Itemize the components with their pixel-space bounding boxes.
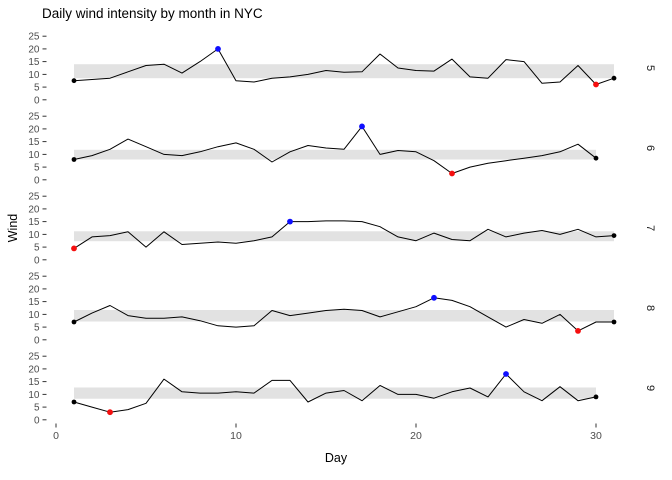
y-tick-label: 20 — [28, 44, 40, 55]
y-tick-label: 0 — [34, 415, 40, 426]
y-tick-label: 0 — [34, 335, 40, 346]
y-tick-label: 25 — [28, 272, 40, 283]
reference-band-month-7 — [74, 231, 614, 242]
y-tick-label: 10 — [28, 70, 40, 81]
y-tick-label: 5 — [34, 403, 40, 414]
y-tick-label: 20 — [28, 204, 40, 215]
facet-strip-label-month-7: 7 — [644, 225, 656, 231]
wind-line-month-5 — [73, 48, 615, 85]
y-tick-label: 15 — [28, 297, 40, 308]
y-tick-label: 25 — [28, 112, 40, 123]
endpoint-dot-month-8 — [611, 319, 617, 325]
y-tick-label: 20 — [28, 124, 40, 135]
max-point-month-6 — [359, 123, 365, 130]
y-tick-label: 0 — [34, 255, 40, 266]
max-point-month-5 — [215, 46, 221, 52]
endpoint-dot-month-8 — [71, 319, 77, 325]
wind-line-month-7 — [73, 220, 615, 249]
endpoint-dot-month-9 — [71, 399, 77, 405]
facet-strip-label-month-9: 9 — [644, 385, 656, 391]
y-tick-label: 5 — [34, 83, 40, 94]
y-tick-label: 10 — [28, 150, 40, 161]
x-tick-label: 20 — [410, 430, 422, 442]
x-axis-title: Day — [324, 451, 348, 465]
y-tick-label: 15 — [28, 377, 40, 388]
endpoint-dot-month-6 — [71, 157, 77, 162]
max-point-month-9 — [503, 371, 509, 377]
reference-band-month-8 — [74, 310, 614, 322]
y-tick-label: 15 — [28, 57, 40, 68]
endpoint-dot-month-5 — [611, 75, 617, 81]
reference-band-month-5 — [74, 64, 614, 79]
plot-title: Daily wind intensity by month in NYC — [42, 6, 263, 21]
x-tick-label: 10 — [230, 430, 242, 442]
y-tick-label: 5 — [34, 243, 40, 254]
y-tick-label: 20 — [28, 364, 40, 375]
x-tick-label: 0 — [53, 430, 59, 442]
min-point-month-7 — [71, 245, 77, 252]
y-tick-label: 15 — [28, 217, 40, 228]
y-tick-label: 0 — [34, 95, 40, 106]
y-tick-label: 25 — [28, 32, 40, 43]
min-point-month-9 — [107, 409, 113, 416]
endpoint-dot-month-6 — [593, 155, 599, 161]
endpoint-dot-month-7 — [611, 233, 617, 239]
wind-line-month-8 — [73, 297, 614, 332]
facet-strip-label-month-8: 8 — [644, 305, 656, 311]
min-point-month-6 — [449, 170, 455, 177]
y-axis-title: Wind — [6, 213, 20, 243]
facet-strip-label-month-6: 6 — [644, 145, 656, 151]
y-tick-label: 25 — [28, 192, 40, 203]
y-tick-label: 25 — [28, 352, 40, 363]
y-tick-label: 10 — [28, 230, 40, 241]
min-point-month-8 — [575, 328, 581, 334]
endpoint-dot-month-5 — [71, 78, 77, 84]
wind-line-month-9 — [73, 373, 597, 413]
y-tick-label: 5 — [34, 163, 40, 174]
y-tick-label: 20 — [28, 284, 40, 295]
max-point-month-7 — [287, 218, 293, 225]
wind-line-month-6 — [73, 125, 597, 174]
y-tick-label: 10 — [28, 310, 40, 321]
reference-band-month-6 — [74, 149, 596, 160]
y-tick-label: 10 — [28, 390, 40, 401]
reference-band-month-9 — [74, 387, 596, 399]
y-tick-label: 0 — [34, 175, 40, 186]
y-tick-label: 15 — [28, 137, 40, 148]
max-point-month-8 — [431, 294, 437, 301]
facet-strip-label-month-5: 5 — [644, 65, 656, 71]
y-tick-label: 5 — [34, 323, 40, 334]
min-point-month-5 — [593, 81, 599, 88]
x-tick-label: 30 — [590, 430, 602, 442]
endpoint-dot-month-9 — [593, 394, 599, 400]
